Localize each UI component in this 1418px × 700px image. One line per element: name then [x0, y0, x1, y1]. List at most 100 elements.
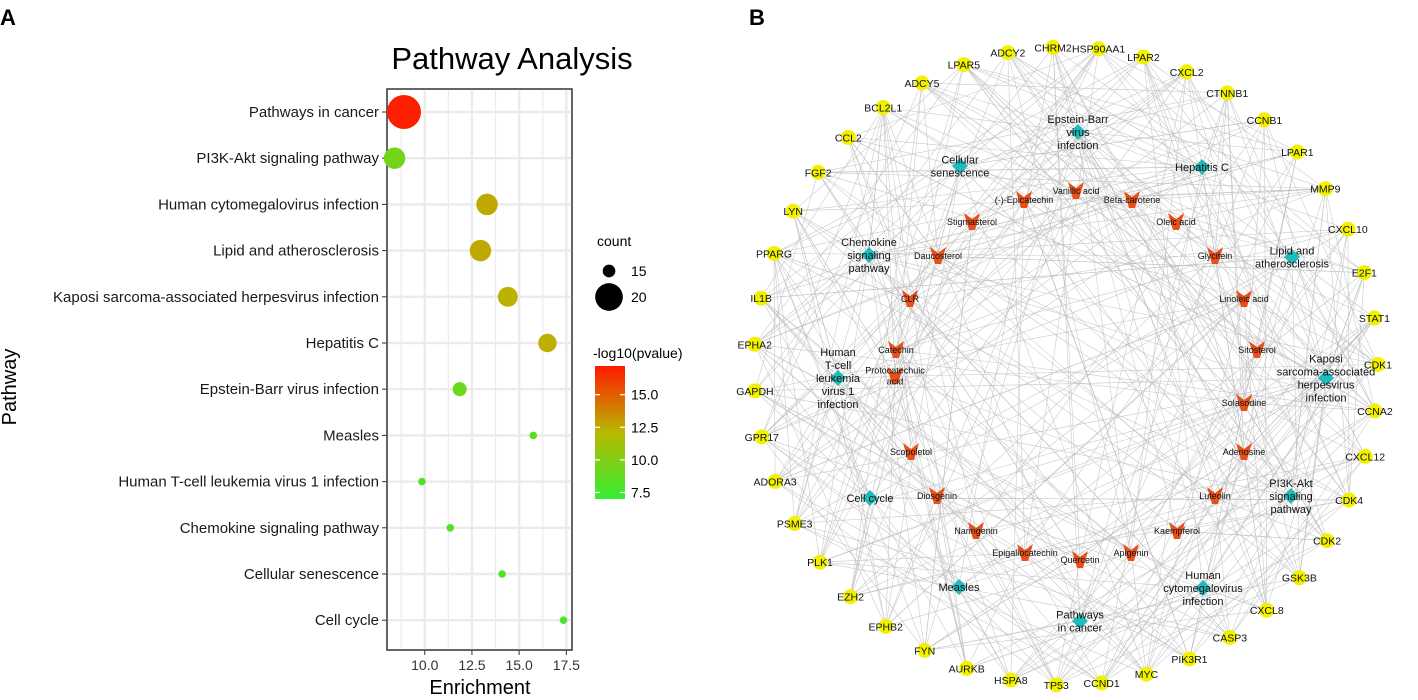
- network-edge: [1291, 256, 1300, 578]
- gene-node: LPAR1: [1281, 144, 1314, 160]
- network-edge: [937, 255, 1365, 273]
- gene-node: CXCL2: [1170, 64, 1204, 80]
- network-edge: [837, 377, 1012, 681]
- pathway-label: Kaposi: [1309, 354, 1343, 366]
- size-legend-label: 15: [631, 263, 647, 279]
- compound-label: Protocatechuic: [865, 366, 925, 376]
- network-edge: [921, 82, 1245, 404]
- network-edge: [818, 172, 1245, 300]
- network-edge: [1186, 71, 1328, 541]
- bubble: [559, 616, 568, 624]
- compound-label: Adenosine: [1223, 447, 1266, 457]
- compound-label: Kaempferol: [1154, 526, 1200, 536]
- network-edge: [894, 375, 1328, 541]
- gene-node: PPARG: [756, 245, 792, 261]
- network-edge: [894, 82, 923, 377]
- gene-node: TP53: [1044, 677, 1069, 693]
- gene-label: EPHB2: [868, 621, 903, 633]
- network-edge: [971, 221, 1328, 541]
- pathway-label: in cancer: [1058, 623, 1103, 635]
- pathway-label: PI3K-Akt: [1269, 478, 1312, 490]
- compound-label: Catechin: [878, 345, 914, 355]
- color-legend-bar: [595, 366, 625, 499]
- pathway-marker: [1283, 488, 1299, 504]
- network-edge: [1146, 256, 1293, 675]
- network-edge: [761, 255, 939, 438]
- network-edge: [819, 64, 965, 563]
- gene-node: HSPA8: [994, 672, 1028, 688]
- compound-node: Beta-carotene: [1104, 191, 1160, 208]
- gene-node: PIK3R1: [1171, 651, 1208, 667]
- network-edge: [909, 228, 1348, 300]
- network-edge: [1325, 188, 1350, 501]
- network-edge: [1052, 47, 1365, 273]
- pathway-label: Lipid and: [1270, 246, 1315, 258]
- gene-label: HSPA8: [994, 675, 1028, 687]
- gene-label: TP53: [1044, 680, 1069, 692]
- size-legend-key: [595, 283, 623, 311]
- gene-node: CASP3: [1213, 629, 1247, 645]
- pathway-marker: [1318, 370, 1334, 386]
- network-edge: [1007, 52, 1132, 554]
- compound-node: Oleic acid: [1156, 213, 1196, 230]
- color-legend-label: 10.0: [631, 452, 658, 468]
- compound-marker: [1207, 247, 1223, 264]
- network-edge: [850, 298, 1245, 597]
- gene-marker: [1135, 49, 1151, 65]
- y-axis-label: Pathway: [0, 349, 21, 426]
- network-edge: [882, 107, 1081, 622]
- network-edge: [882, 107, 977, 532]
- network-edge: [937, 255, 1366, 457]
- network-edge: [773, 253, 795, 524]
- compound-marker: [930, 247, 946, 264]
- compound-node: Quercetin: [1060, 551, 1100, 568]
- network-edge: [1101, 410, 1376, 684]
- network-edge: [794, 495, 1216, 524]
- network-edges: [754, 47, 1379, 686]
- network-edge: [794, 298, 911, 524]
- network-edge: [1052, 47, 1081, 561]
- network-edge: [1214, 364, 1379, 497]
- pathway-label: Measles: [939, 582, 980, 594]
- network-edge: [754, 377, 1327, 392]
- gene-node: CHRM2: [1034, 39, 1072, 55]
- compound-label: Linoleic acid: [1219, 294, 1269, 304]
- compound-node: Diosgenin: [917, 487, 957, 504]
- network-edge: [793, 188, 1326, 212]
- network-edge: [1299, 229, 1349, 578]
- network-edge: [819, 552, 1026, 563]
- bubble: [476, 193, 498, 216]
- network-edge: [754, 344, 886, 627]
- gene-label: BCL2L1: [864, 102, 902, 114]
- network-edge: [966, 495, 1292, 669]
- compound-marker: [964, 213, 980, 230]
- compound-label: Solasodine: [1222, 398, 1267, 408]
- network-edge: [1143, 56, 1293, 258]
- bubble: [529, 431, 538, 440]
- bubble: [446, 524, 455, 532]
- network-edge: [869, 497, 1350, 501]
- network-edge: [794, 190, 1077, 524]
- network-edge: [1131, 199, 1366, 457]
- gene-marker: [1003, 672, 1019, 688]
- network-edge: [793, 210, 1178, 532]
- network-edge: [921, 82, 1293, 258]
- network-edge: [1024, 456, 1366, 554]
- network-edge: [1325, 377, 1366, 457]
- chart-title: Pathway Analysis: [391, 41, 632, 76]
- gene-node: BCL2L1: [864, 99, 902, 115]
- gene-node: HSP90AA1: [1072, 41, 1125, 57]
- network-edge: [1214, 255, 1300, 578]
- gene-marker: [959, 660, 975, 676]
- gene-label: CCND1: [1084, 678, 1120, 690]
- network-edge: [1325, 188, 1376, 411]
- compound-marker: [1068, 182, 1084, 199]
- network-edge: [963, 64, 1203, 168]
- gene-label: CXCL2: [1170, 67, 1204, 79]
- gene-marker: [1048, 677, 1064, 693]
- network-edge: [1052, 47, 1328, 541]
- network-edge: [773, 253, 1012, 681]
- network-edge: [963, 64, 1077, 192]
